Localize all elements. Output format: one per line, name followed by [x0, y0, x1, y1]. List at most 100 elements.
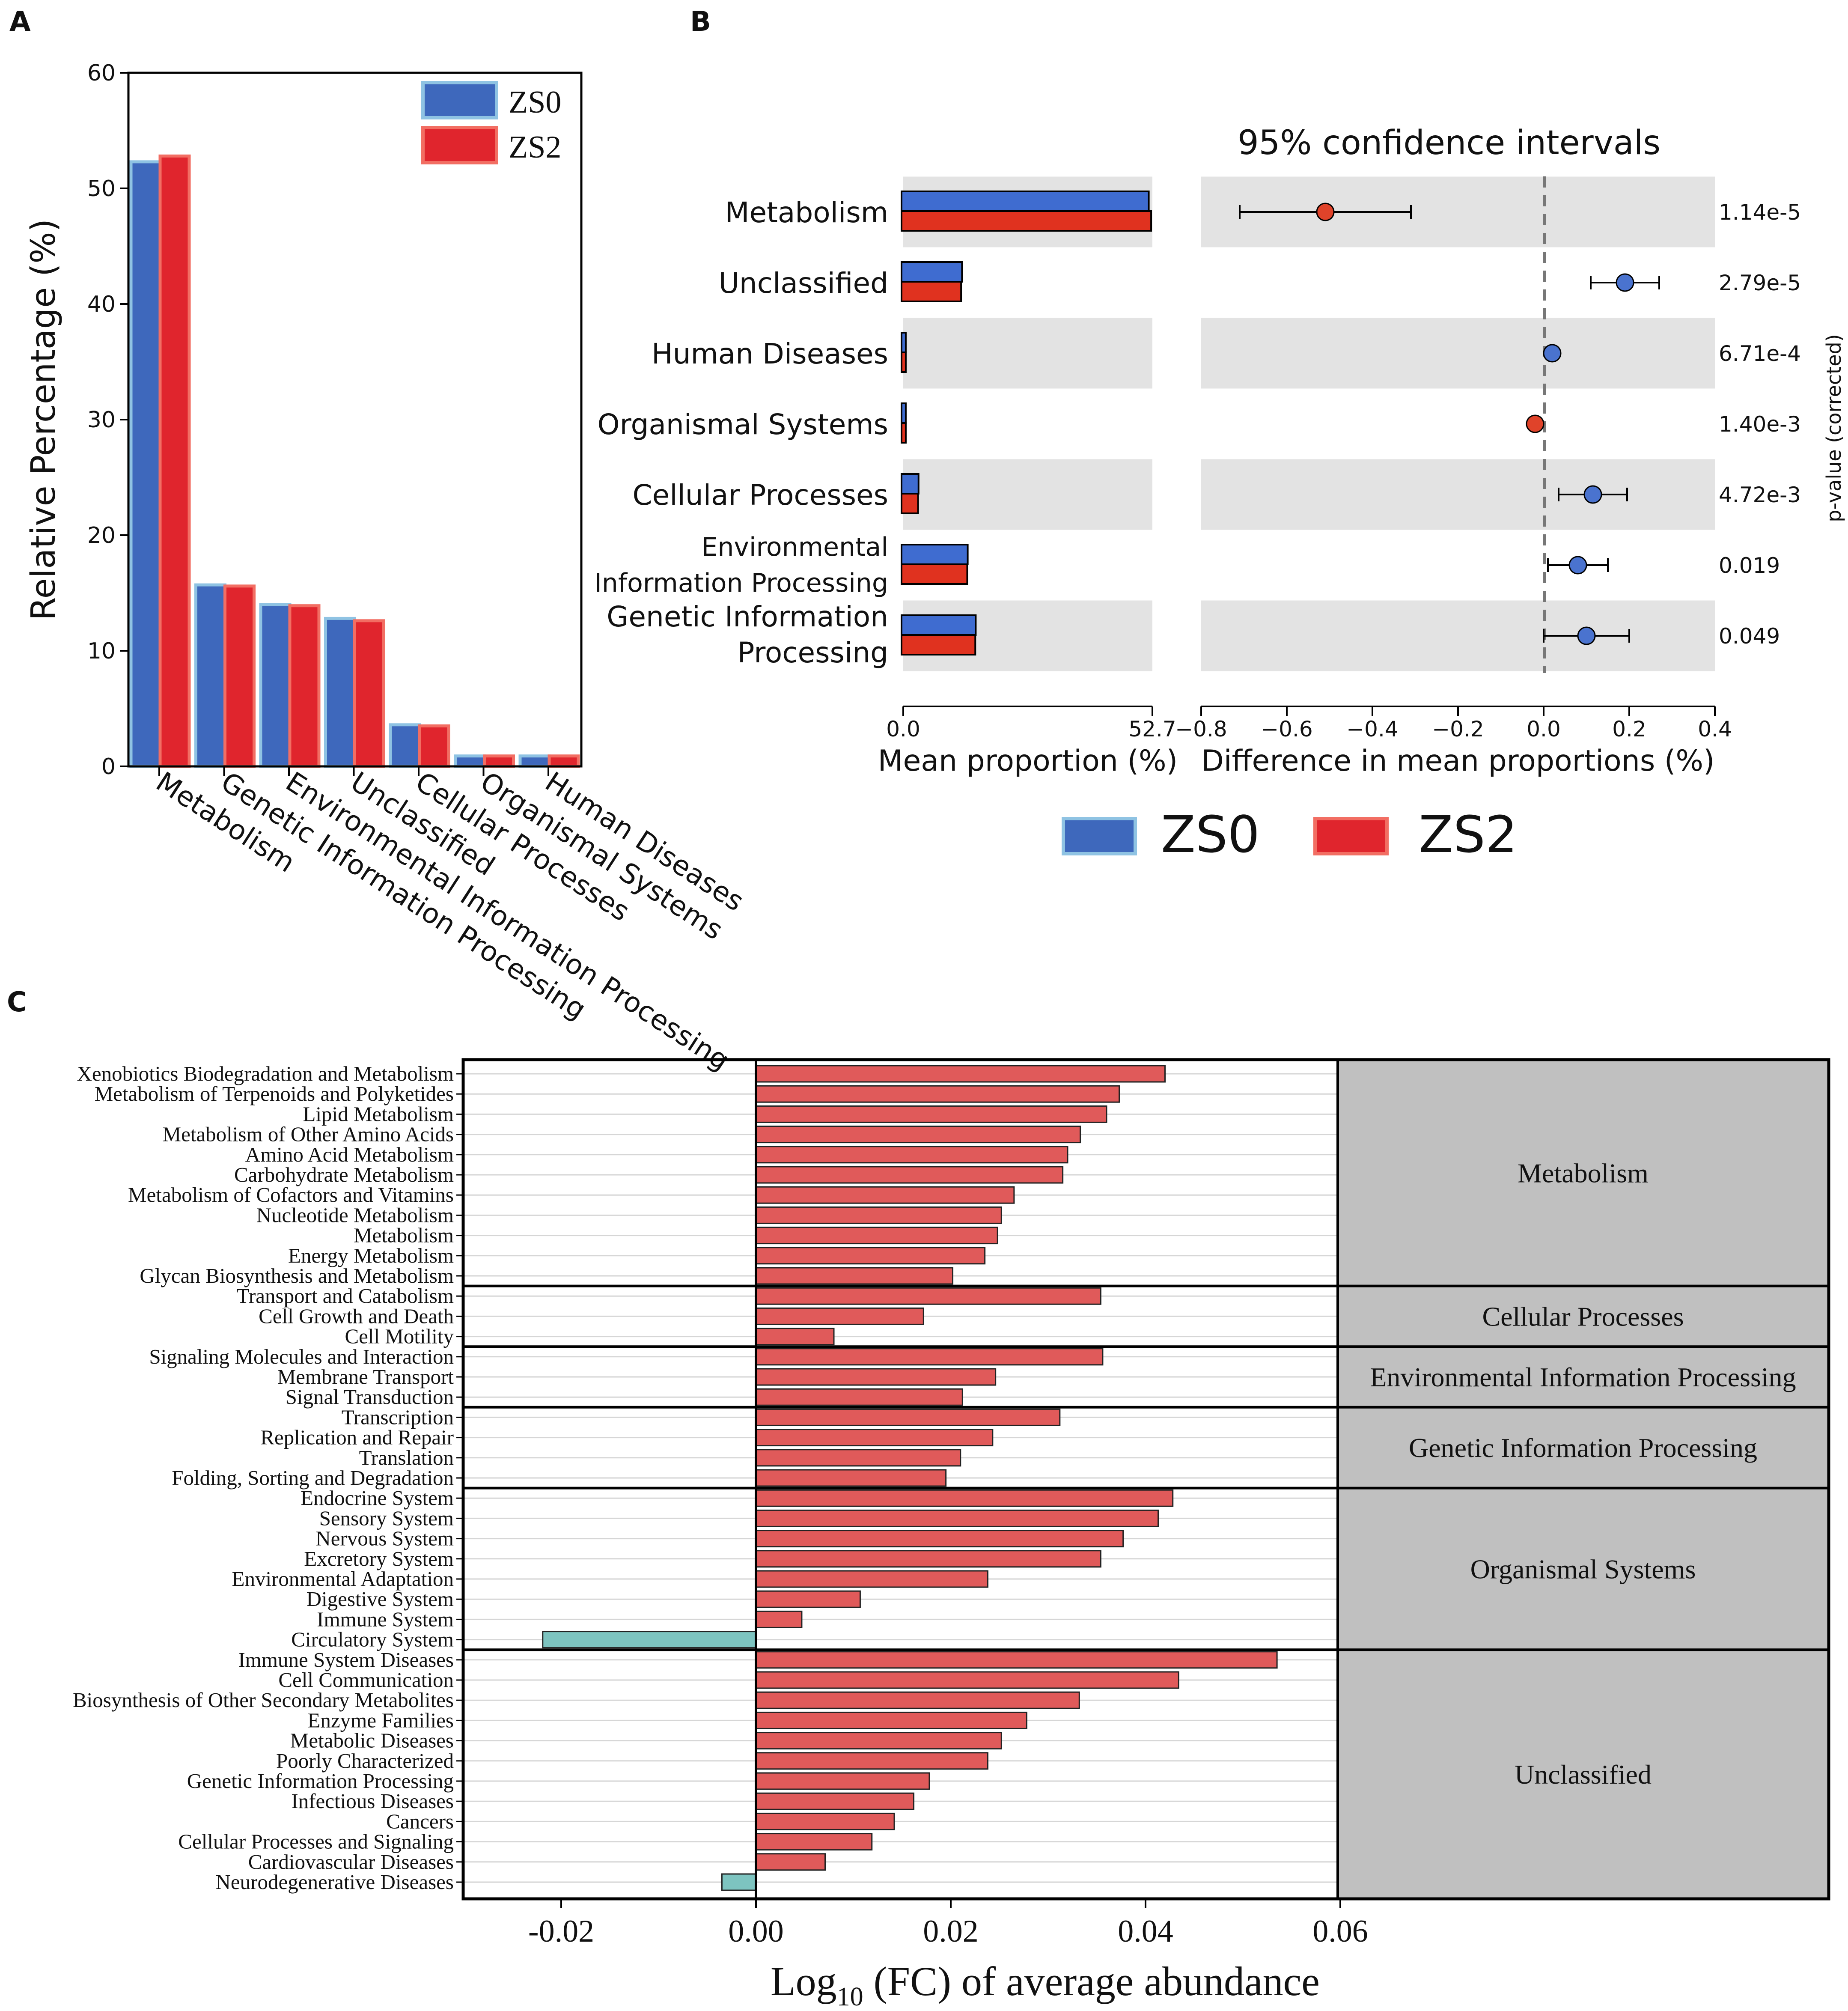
panel-a-bar-zs2-metabolism: [158, 154, 191, 768]
panel-c-fold-change-chart: Metabolism Cellular Processes Environmenta…: [73, 1058, 1830, 2011]
panel-c-bar-translation: [755, 1449, 961, 1467]
panel-b-diff-tick-label: −0.4: [1346, 717, 1398, 742]
panel-c-bar-energy-metabolism: [755, 1247, 986, 1265]
panel-b-category-label: Genetic Information: [607, 600, 888, 633]
panel-b-mean-bar-zs2: [901, 352, 907, 373]
panel-c-group-label: Environmental Information Processing: [1370, 1362, 1796, 1392]
panel-b-mean-bar-zs2: [901, 281, 962, 302]
panel-a-y-tick-label: 60: [87, 60, 116, 86]
panel-c-row-label: Genetic Information Processing: [187, 1769, 454, 1793]
panel-b-estimate-point: [1583, 485, 1602, 504]
panel-c-row-label: Poorly Characterized: [276, 1749, 454, 1773]
panel-c-bar-cell-communication: [755, 1671, 1179, 1689]
panel-c-row-label: Excretory System: [304, 1547, 454, 1570]
panel-c-row-label: Metabolic Diseases: [290, 1729, 454, 1752]
panel-c-x-tick-label: -0.02: [528, 1914, 594, 1949]
panel-c-row-label: Transport and Catabolism: [237, 1284, 454, 1308]
panel-b-category-label: Unclassified: [719, 267, 888, 300]
panel-c-row-label: Transcription: [342, 1405, 454, 1429]
panel-c-bar-carbohydrate-metabolism: [755, 1166, 1064, 1184]
panel-c-bar-biosynthesis-of-other-secondary-metabolites: [755, 1691, 1080, 1709]
panel-b-p-value: 4.72e-3: [1719, 483, 1801, 507]
panel-c-x-tick-label: 0.02: [923, 1914, 979, 1949]
panel-a-bar-zs2-unclassified: [353, 619, 385, 768]
panel-c-row-label: Biosynthesis of Other Secondary Metaboli…: [73, 1688, 454, 1712]
panel-a-y-tick-label: 30: [87, 407, 116, 433]
panel-b-diff-tick-label: 0.4: [1698, 717, 1732, 742]
panel-c-row-label: Immune System Diseases: [238, 1648, 454, 1671]
panel-c-row-label: Cell Motility: [345, 1325, 454, 1348]
panel-c-bar-digestive-system: [755, 1590, 861, 1608]
panel-b-category-label: Cellular Processes: [633, 479, 888, 512]
panel-c-row-label: Membrane Transport: [277, 1365, 454, 1388]
panel-c-bar-glycan-biosynthesis-and-metabolism: [755, 1267, 954, 1285]
panel-a-legend: ZS0 ZS2: [421, 81, 561, 165]
panel-c-bar-lipid-metabolism: [755, 1105, 1107, 1123]
panel-c-row-label: Cardiovascular Diseases: [248, 1850, 454, 1874]
panel-c-row-label: Nucleotide Metabolism: [256, 1203, 454, 1227]
panel-b-mean-bar-zs2: [901, 493, 919, 514]
panel-c-x-tick-label: 0.06: [1312, 1914, 1368, 1949]
panel-c-row-label: Translation: [359, 1446, 454, 1469]
panel-c-row-label: Signaling Molecules and Interaction: [149, 1345, 454, 1368]
panel-b-mean-bar-zs0: [901, 473, 920, 495]
panel-b-p-value: 0.049: [1719, 624, 1780, 649]
panel-b-mean-bar-zs0: [901, 402, 907, 424]
panel-b-estimate-point: [1616, 273, 1634, 292]
panel-b-p-value: 6.71e-4: [1719, 341, 1801, 366]
panel-a-bar-zs2-environmental-information-processing: [288, 604, 321, 768]
panel-a-bar-zs0-genetic-information-processing: [194, 583, 226, 768]
panel-c-bar-poorly-characterized: [755, 1752, 988, 1770]
legend-b-zs0-label: ZS0: [1161, 805, 1260, 864]
panel-c-x-axis-rest: (FC) of average abundance: [863, 1958, 1320, 2004]
panel-b-category-label: Environmental: [701, 532, 888, 562]
panel-a-bar-zs2-organismal-systems: [483, 754, 515, 768]
panel-b-mean-bar-zs2: [901, 563, 968, 585]
panel-b-estimate-point: [1568, 556, 1587, 575]
panel-c-bar-signaling-molecules-and-interaction: [755, 1348, 1104, 1366]
panel-c-bar-metabolism-of-cofactors-and-vitamins: [755, 1186, 1015, 1204]
panel-label-a: A: [9, 6, 31, 38]
legend-a-zs0-swatch: [421, 81, 498, 119]
panel-c-bar-infectious-diseases: [755, 1792, 915, 1810]
panel-c-bar-cell-motility: [755, 1328, 835, 1346]
legend-b-zs0-swatch: [1062, 817, 1137, 855]
panel-b-diff-tick-label: −0.6: [1261, 717, 1312, 742]
panel-a-y-tick-label: 10: [87, 638, 116, 664]
legend-b-zs2-swatch: [1313, 817, 1389, 855]
panel-b-legend: ZS0 ZS2: [1062, 805, 1518, 864]
panel-c-category-background: [1338, 1060, 1829, 1899]
panel-c-bar-sensory-system: [755, 1509, 1159, 1527]
panel-b-mean-bar-zs2: [901, 422, 907, 444]
panel-a-bar-zs0-cellular-processes: [389, 723, 421, 768]
panel-c-bar-metabolic-diseases: [755, 1732, 1002, 1750]
panel-c-bar-neurodegenerative-diseases: [721, 1873, 757, 1891]
panel-c-bar-nervous-system: [755, 1530, 1124, 1548]
panel-a-bar-zs0-organismal-systems: [454, 754, 486, 768]
panel-a-bar-zs2-genetic-information-processing: [223, 584, 256, 768]
panel-c-bar-transport-and-catabolism: [755, 1287, 1101, 1305]
panel-b-row-shade-right: [1201, 600, 1715, 671]
panel-c-row-label: Carbohydrate Metabolism: [234, 1163, 454, 1186]
legend-a-zs2-label: ZS2: [509, 130, 561, 165]
panel-b-p-value: 1.14e-5: [1719, 200, 1801, 225]
panel-a-y-tick-label: 20: [87, 523, 116, 548]
panel-c-row-label: Neurodegenerative Diseases: [216, 1870, 454, 1894]
panel-b-mean-bar-zs0: [901, 614, 977, 636]
legend-b-zs2-label: ZS2: [1419, 805, 1518, 864]
panel-c-row-label: Replication and Repair: [260, 1426, 454, 1449]
panel-label-c: C: [7, 986, 27, 1018]
panel-a-bar-zs2-human-diseases: [548, 754, 580, 768]
panel-c-bar-circulatory-system: [542, 1631, 757, 1649]
panel-b-mean-tick-label: 52.7: [1128, 717, 1176, 742]
panel-c-bar-transcription: [755, 1408, 1061, 1426]
panel-b-p-value: 2.79e-5: [1719, 271, 1801, 295]
panel-b-diff-axis-label: Difference in mean proportions (%): [1201, 744, 1714, 778]
panel-c-group-label: Organismal Systems: [1470, 1554, 1696, 1584]
panel-c-row-label: Folding, Sorting and Degradation: [172, 1466, 454, 1490]
panel-c-group-label: Cellular Processes: [1482, 1301, 1684, 1332]
panel-a-bar-zs0-unclassified: [324, 617, 356, 768]
panel-b-mean-axis-label: Mean proportion (%): [878, 744, 1178, 778]
